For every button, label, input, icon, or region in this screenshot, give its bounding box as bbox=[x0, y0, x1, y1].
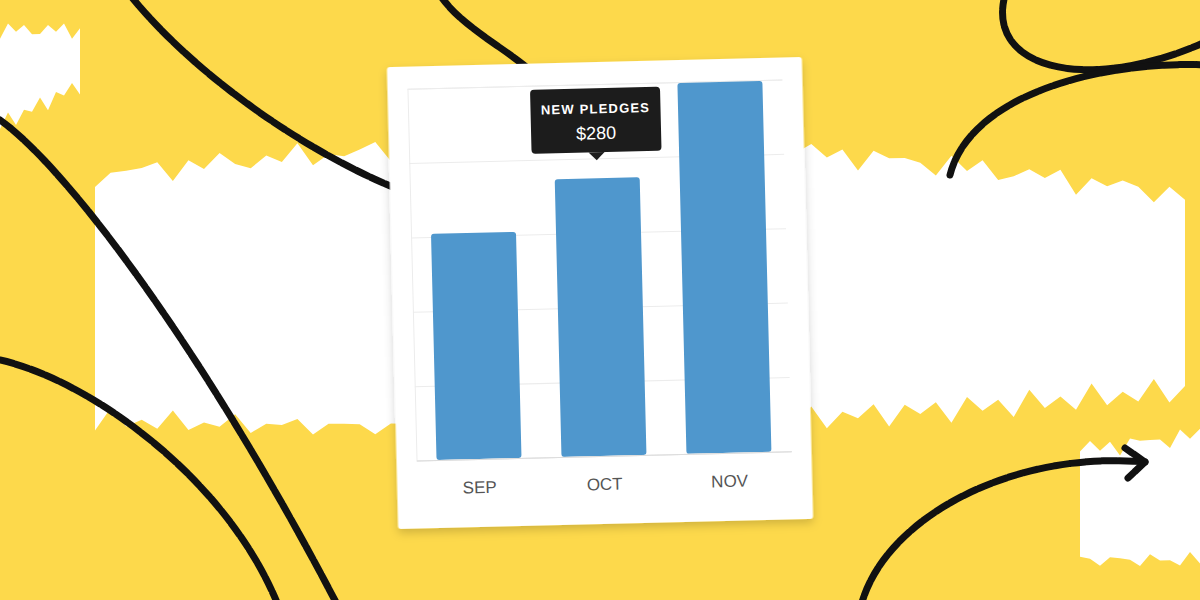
x-tick-label: OCT bbox=[587, 475, 623, 495]
bar bbox=[431, 232, 522, 460]
scribble bbox=[1125, 448, 1145, 478]
bar bbox=[555, 177, 647, 457]
scribble bbox=[130, 0, 400, 190]
x-tick: OCT bbox=[587, 475, 623, 495]
x-tick-label: NOV bbox=[711, 471, 749, 491]
x-axis: SEP OCT NOV bbox=[417, 452, 793, 499]
tooltip-box bbox=[530, 87, 662, 154]
background bbox=[0, 0, 1200, 600]
x-axis-line bbox=[417, 452, 792, 461]
x-tick-label: SEP bbox=[462, 478, 496, 498]
decoration bbox=[0, 0, 1200, 600]
brush-splash bbox=[1080, 429, 1200, 566]
chart-container: SEP OCT NOV NEW PLEDGES $280 bbox=[0, 0, 1200, 600]
scribble bbox=[860, 461, 1145, 600]
tooltip-title: NEW PLEDGES bbox=[541, 100, 651, 118]
scribble bbox=[1003, 0, 1200, 70]
scribble bbox=[440, 0, 530, 70]
bars bbox=[427, 81, 771, 460]
y-axis-line bbox=[408, 80, 791, 461]
card: SEP OCT NOV NEW PLEDGES $280 bbox=[387, 57, 813, 529]
chart-svg: SEP OCT NOV NEW PLEDGES $280 bbox=[0, 0, 1200, 600]
scribble bbox=[0, 360, 280, 600]
scribble bbox=[950, 65, 1200, 175]
tooltip-pointer bbox=[589, 152, 605, 160]
brush-splash bbox=[0, 23, 80, 129]
x-tick: SEP bbox=[462, 478, 496, 498]
card-background bbox=[387, 57, 813, 529]
tooltip-value: $280 bbox=[576, 123, 617, 144]
tooltip: NEW PLEDGES $280 bbox=[530, 87, 662, 162]
bar bbox=[677, 81, 771, 454]
x-tick: NOV bbox=[711, 471, 749, 491]
y-axis bbox=[407, 80, 791, 461]
scribble bbox=[0, 120, 340, 600]
